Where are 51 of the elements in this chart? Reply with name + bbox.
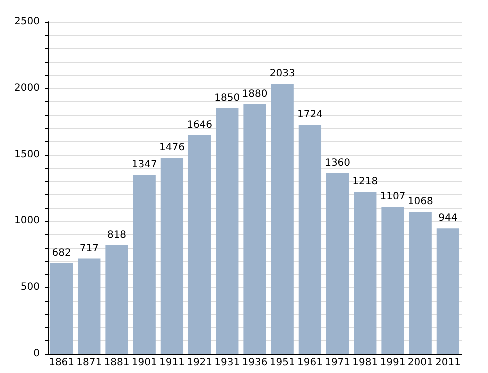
x-tick-label: 1861 <box>49 358 75 368</box>
data-label: 1360 <box>325 158 351 169</box>
bar <box>271 84 294 354</box>
data-label: 1347 <box>132 160 158 171</box>
bar <box>216 108 239 354</box>
x-tick-label: 2011 <box>435 358 461 368</box>
y-tick-label: 1500 <box>14 149 40 160</box>
data-label: 1880 <box>242 88 268 100</box>
x-tick-label: 1931 <box>214 358 240 368</box>
y-tick-label: 0 <box>34 348 40 360</box>
bar <box>244 104 266 354</box>
bar <box>354 192 377 354</box>
data-label: 717 <box>80 243 99 254</box>
data-label: 2033 <box>270 68 296 80</box>
y-tick-label: 2000 <box>14 82 40 94</box>
x-tick-label: 1871 <box>76 358 102 368</box>
bar <box>382 206 404 354</box>
y-tick-label: 500 <box>20 282 40 294</box>
bar <box>160 158 184 354</box>
x-tick-label: 1936 <box>242 358 268 368</box>
bar <box>106 245 128 354</box>
bar <box>133 175 156 354</box>
x-tick-label: 1911 <box>159 358 185 368</box>
data-label: 1218 <box>352 176 378 188</box>
data-label: 1646 <box>187 120 213 131</box>
bar <box>50 263 74 354</box>
data-label: 1107 <box>380 191 406 202</box>
x-tick-label: 1901 <box>132 358 158 368</box>
data-label: 818 <box>107 230 127 241</box>
x-tick-label: 1881 <box>104 358 130 368</box>
x-tick-label: 2001 <box>408 358 434 368</box>
bar <box>78 258 101 354</box>
bar <box>436 228 460 354</box>
bar <box>409 212 432 354</box>
x-tick-label: 1981 <box>352 358 378 368</box>
data-label: 682 <box>52 248 72 259</box>
data-label: 1476 <box>159 142 185 154</box>
x-tick-label: 1961 <box>297 358 323 368</box>
y-tick-label: 2500 <box>14 16 40 28</box>
bar <box>188 135 212 354</box>
x-tick-label: 1971 <box>325 358 351 368</box>
data-label: 1068 <box>408 196 434 208</box>
x-tick-label: 1951 <box>270 358 296 368</box>
y-tick-label: 1000 <box>14 216 40 227</box>
bar <box>326 173 350 354</box>
x-tick-label: 1991 <box>380 358 406 368</box>
data-label: 1850 <box>214 92 240 104</box>
x-tick-label: 1921 <box>187 358 213 368</box>
data-label: 1724 <box>297 110 323 121</box>
bar <box>298 125 322 354</box>
data-label: 944 <box>438 213 458 224</box>
